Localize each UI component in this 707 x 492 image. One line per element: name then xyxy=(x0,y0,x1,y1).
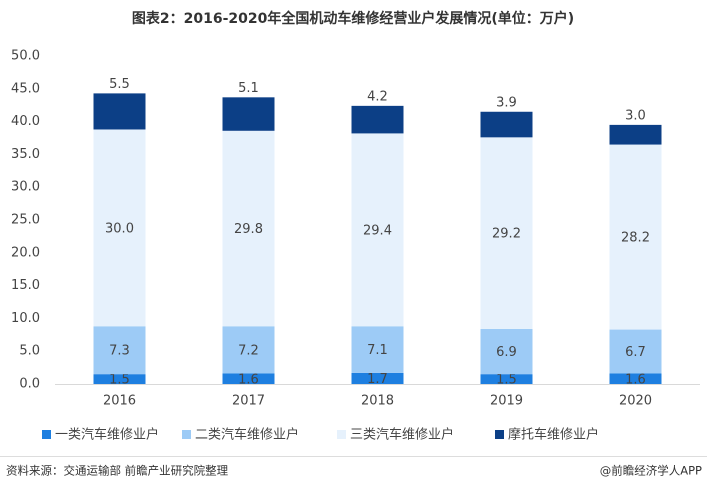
bar-segment xyxy=(609,329,662,374)
x-tick-label: 2018 xyxy=(361,394,394,409)
y-tick-label: 15.0 xyxy=(11,278,40,293)
bar-segment xyxy=(480,328,533,375)
y-tick-label: 35.0 xyxy=(11,147,40,162)
bar-segment xyxy=(609,124,662,145)
legend-swatch xyxy=(182,430,191,439)
y-tick-label: 5.0 xyxy=(19,344,40,359)
legend-swatch xyxy=(42,430,51,439)
bar-segment xyxy=(93,374,146,384)
bar-segment xyxy=(351,372,404,384)
chart-title: 图表2：2016-2020年全国机动车维修经营业户发展情况(单位：万户) xyxy=(132,10,574,27)
legend-swatch xyxy=(495,430,504,439)
data-label: 1.5 xyxy=(496,373,517,388)
data-label: 5.5 xyxy=(109,77,130,92)
bar-segment xyxy=(351,105,404,134)
legend-label: 摩托车维修业户 xyxy=(508,427,599,443)
y-tick-label: 10.0 xyxy=(11,311,40,326)
y-tick-label: 45.0 xyxy=(11,81,40,96)
data-label: 30.0 xyxy=(105,221,134,236)
y-tick-label: 20.0 xyxy=(11,245,40,260)
x-tick-label: 2020 xyxy=(619,394,652,409)
data-label: 7.3 xyxy=(109,344,130,359)
data-label: 1.6 xyxy=(625,372,646,387)
source: 资料来源：交通运输部 前瞻产业研究院整理 xyxy=(6,464,229,478)
bar-segment xyxy=(222,97,275,131)
y-tick-label: 50.0 xyxy=(11,49,40,64)
data-label: 6.7 xyxy=(625,345,646,360)
data-label: 1.6 xyxy=(238,372,259,387)
data-label: 7.2 xyxy=(238,343,259,358)
bar-segment xyxy=(222,130,275,327)
bar-segment xyxy=(480,111,533,138)
bar-segment xyxy=(351,133,404,327)
bar-segment xyxy=(93,326,146,375)
data-label: 6.9 xyxy=(496,345,517,360)
bar-segment xyxy=(222,373,275,384)
data-label: 29.8 xyxy=(234,222,263,237)
legend-label: 一类汽车维修业户 xyxy=(55,427,159,443)
legend-swatch xyxy=(337,430,346,439)
data-label: 29.2 xyxy=(492,227,521,242)
y-tick-label: 0.0 xyxy=(19,377,40,392)
bar-segment xyxy=(480,137,533,329)
legend-label: 二类汽车维修业户 xyxy=(195,427,299,443)
x-tick-label: 2017 xyxy=(232,394,265,409)
bar-segment xyxy=(93,129,146,327)
x-tick-label: 2019 xyxy=(490,394,523,409)
credit: @前瞻经济学人APP xyxy=(600,464,702,478)
y-tick-label: 25.0 xyxy=(11,213,40,228)
data-label: 5.1 xyxy=(238,81,259,96)
bar-segment xyxy=(609,144,662,330)
bar-segment xyxy=(93,93,146,130)
data-label: 29.4 xyxy=(363,223,392,238)
bar-segment xyxy=(222,326,275,374)
legend-label: 三类汽车维修业户 xyxy=(350,427,454,443)
data-label: 1.7 xyxy=(367,372,388,387)
x-tick-label: 2016 xyxy=(103,394,136,409)
bar-segment xyxy=(351,326,404,373)
y-tick-label: 40.0 xyxy=(11,114,40,129)
data-label: 28.2 xyxy=(621,231,650,246)
data-label: 4.2 xyxy=(367,89,388,104)
data-label: 3.9 xyxy=(496,95,517,110)
y-tick-label: 30.0 xyxy=(11,180,40,195)
data-label: 1.5 xyxy=(109,373,130,388)
data-label: 3.0 xyxy=(625,108,646,123)
data-label: 7.1 xyxy=(367,343,388,358)
bar-segment xyxy=(480,374,533,384)
bar-segment xyxy=(609,373,662,384)
